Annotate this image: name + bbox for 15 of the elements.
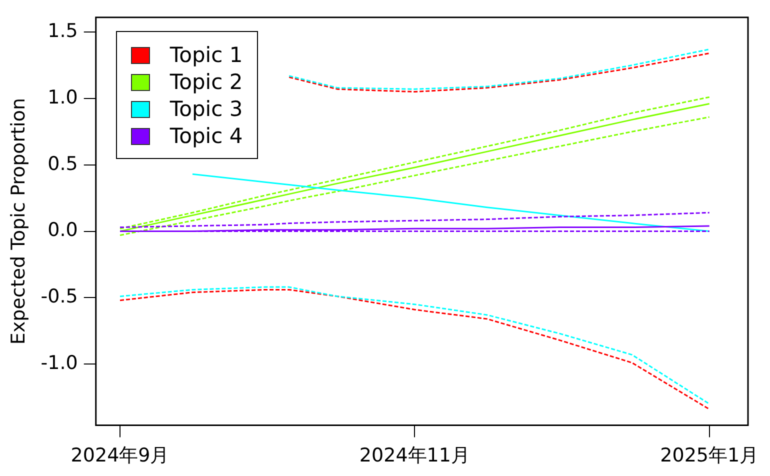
legend-label: Topic 3	[170, 96, 243, 124]
y-tick-label: -0.5	[40, 286, 78, 308]
legend-label: Topic 2	[170, 69, 243, 96]
line-series	[119, 212, 710, 228]
y-tick-label: -1.0	[40, 352, 78, 374]
y-tick-label: 1.5	[48, 20, 78, 42]
x-tick-label: 2025年1月	[660, 444, 759, 467]
legend-label: Topic 4	[170, 123, 243, 150]
y-tick-label: 1.0	[48, 86, 78, 108]
x-tick-label: 2024年11月	[359, 444, 470, 467]
y-tick-label: 0.5	[48, 152, 78, 175]
legend-label: Topic 1	[170, 42, 243, 70]
x-tick-label: 2024年9月	[70, 444, 170, 467]
y-tick-label: 0.0	[48, 219, 78, 242]
y-axis-title: Expected Topic Proportion	[7, 98, 30, 345]
